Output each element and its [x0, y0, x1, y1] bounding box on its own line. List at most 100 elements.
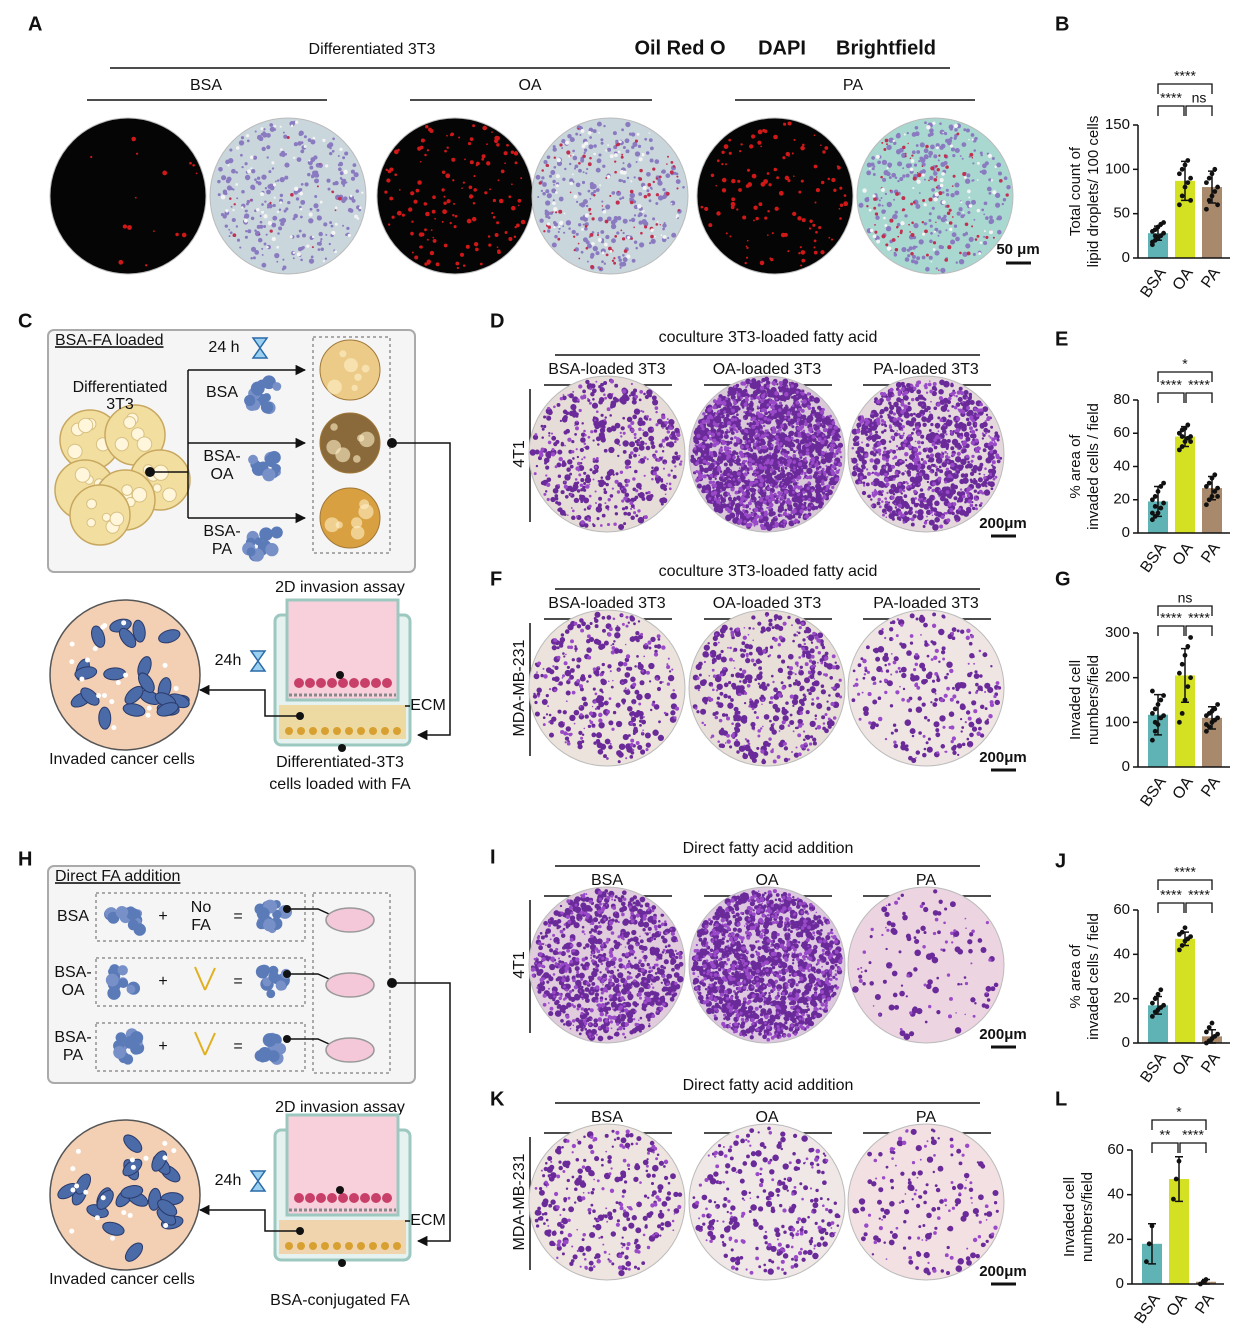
- stain-speck: [951, 452, 956, 457]
- stain-speck: [261, 203, 264, 206]
- stain-speck: [871, 167, 875, 171]
- stain-speck: [860, 432, 864, 435]
- stain-speck: [749, 480, 754, 485]
- stain-speck: [962, 171, 967, 177]
- stain-speck: [955, 428, 960, 433]
- stain-speck: [553, 156, 557, 159]
- stain-speck: [823, 470, 826, 474]
- stain-speck: [969, 152, 974, 157]
- stain-speck: [972, 479, 978, 485]
- stain-speck: [746, 246, 749, 250]
- stain-speck: [941, 451, 943, 454]
- stain-speck: [648, 132, 651, 135]
- stain-speck: [575, 200, 579, 204]
- stain-speck: [723, 446, 729, 452]
- stain-speck: [811, 413, 815, 417]
- stain-speck: [744, 440, 748, 444]
- stain-speck: [953, 224, 958, 228]
- stain-speck: [271, 236, 276, 242]
- stain-speck: [612, 473, 615, 476]
- stain-speck: [855, 463, 859, 466]
- stain-speck: [783, 525, 786, 528]
- stain-speck: [241, 165, 244, 169]
- stain-speck: [893, 198, 896, 201]
- stain-speck: [615, 472, 619, 476]
- stain-speck: [776, 438, 780, 442]
- stain-speck: [598, 384, 602, 389]
- stain-speck: [738, 518, 743, 523]
- stain-speck: [715, 400, 718, 403]
- stain-speck: [892, 412, 896, 416]
- stain-speck: [711, 500, 714, 504]
- stain-speck: [793, 138, 796, 141]
- stain-speck: [939, 122, 942, 125]
- stain-speck: [825, 452, 830, 457]
- stain-speck: [720, 490, 723, 493]
- stain-speck: [627, 424, 632, 429]
- stain-speck: [925, 435, 931, 441]
- stain-legend: DAPI: [758, 37, 806, 59]
- stain-speck: [792, 453, 797, 458]
- stain-speck: [745, 401, 748, 405]
- stain-speck: [331, 149, 335, 153]
- stain-speck: [812, 223, 816, 227]
- stain-speck: [294, 120, 299, 124]
- stain-speck: [592, 439, 595, 442]
- stain-speck: [742, 503, 745, 506]
- stain-speck: [787, 460, 792, 465]
- stain-speck: [934, 517, 940, 522]
- stain-speck: [308, 258, 315, 264]
- stain-speck: [828, 424, 833, 429]
- stain-speck: [802, 497, 805, 500]
- stain-speck: [916, 502, 920, 506]
- stain-speck: [912, 483, 915, 486]
- stain-speck: [946, 221, 949, 224]
- stain-speck: [758, 506, 761, 508]
- stain-speck: [545, 189, 550, 194]
- stain-speck: [702, 474, 707, 479]
- stain-speck: [806, 437, 809, 440]
- stain-speck: [977, 161, 980, 165]
- stain-speck: [231, 217, 236, 223]
- stain-speck: [885, 243, 889, 247]
- stain-speck: [580, 478, 585, 483]
- stain-speck: [606, 522, 611, 527]
- stain-speck: [972, 252, 976, 256]
- stain-speck: [632, 141, 637, 147]
- stain-speck: [774, 485, 779, 489]
- stain-speck: [552, 145, 556, 149]
- stain-speck: [279, 201, 283, 204]
- stain-speck: [619, 197, 622, 201]
- stain-speck: [888, 475, 893, 480]
- stain-speck: [864, 197, 870, 203]
- stain-speck: [666, 418, 669, 421]
- stain-speck: [919, 142, 925, 148]
- stain-speck: [90, 155, 93, 159]
- stain-speck: [749, 499, 753, 502]
- stain-speck: [727, 483, 732, 488]
- stain-speck: [877, 448, 882, 453]
- stain-speck: [816, 433, 819, 436]
- stain-speck: [415, 188, 420, 193]
- stain-speck: [736, 437, 740, 442]
- stain-speck: [825, 488, 828, 491]
- stain-speck: [727, 472, 731, 476]
- stain-speck: [883, 472, 888, 477]
- stain-speck: [667, 441, 675, 448]
- stain-speck: [432, 236, 435, 239]
- stain-speck: [815, 447, 821, 454]
- stain-speck: [778, 396, 781, 399]
- stain-speck: [236, 238, 241, 242]
- stain-speck: [808, 227, 812, 230]
- stain-speck: [595, 410, 599, 414]
- stain-speck: [240, 153, 243, 157]
- stain-speck: [886, 144, 892, 151]
- stain-speck: [452, 202, 456, 205]
- stain-speck: [319, 200, 323, 204]
- stain-speck: [274, 180, 277, 183]
- stain-speck: [615, 200, 620, 205]
- stain-speck: [410, 231, 414, 236]
- stain-speck: [886, 166, 889, 170]
- stain-speck: [678, 454, 681, 458]
- stain-speck: [576, 461, 581, 466]
